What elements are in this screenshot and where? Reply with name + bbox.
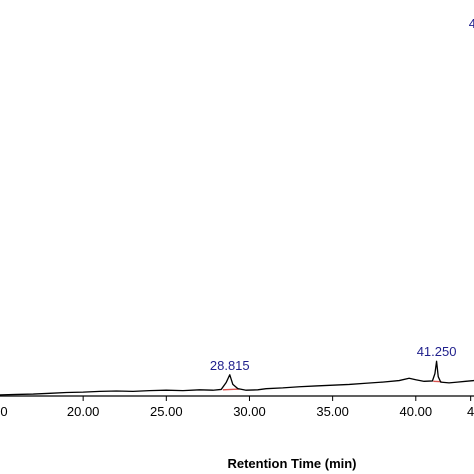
x-tick-label-partial: 0 (0, 404, 7, 419)
x-ticks: 20.00 25.00 30.00 35.00 40.00 4 0 (0, 396, 474, 419)
x-tick-label: 4 (467, 404, 474, 419)
x-tick-label: 40.00 (400, 404, 433, 419)
peak-label: 41.250 (417, 344, 457, 359)
series (0, 360, 474, 396)
chromatogram-line (0, 360, 474, 396)
x-tick-label: 20.00 (67, 404, 100, 419)
peak-label: 28.815 (210, 358, 250, 373)
x-axis: 20.00 25.00 30.00 35.00 40.00 4 0 (0, 395, 474, 419)
peak-label: 4 (469, 16, 474, 31)
x-axis-title: Retention Time (min) (227, 456, 356, 471)
x-tick-label: 35.00 (316, 404, 349, 419)
baseline-marker (222, 388, 240, 391)
x-tick-label: 25.00 (150, 404, 183, 419)
x-tick-label: 30.00 (233, 404, 266, 419)
peak-labels: 28.815 41.250 4 (210, 16, 474, 373)
